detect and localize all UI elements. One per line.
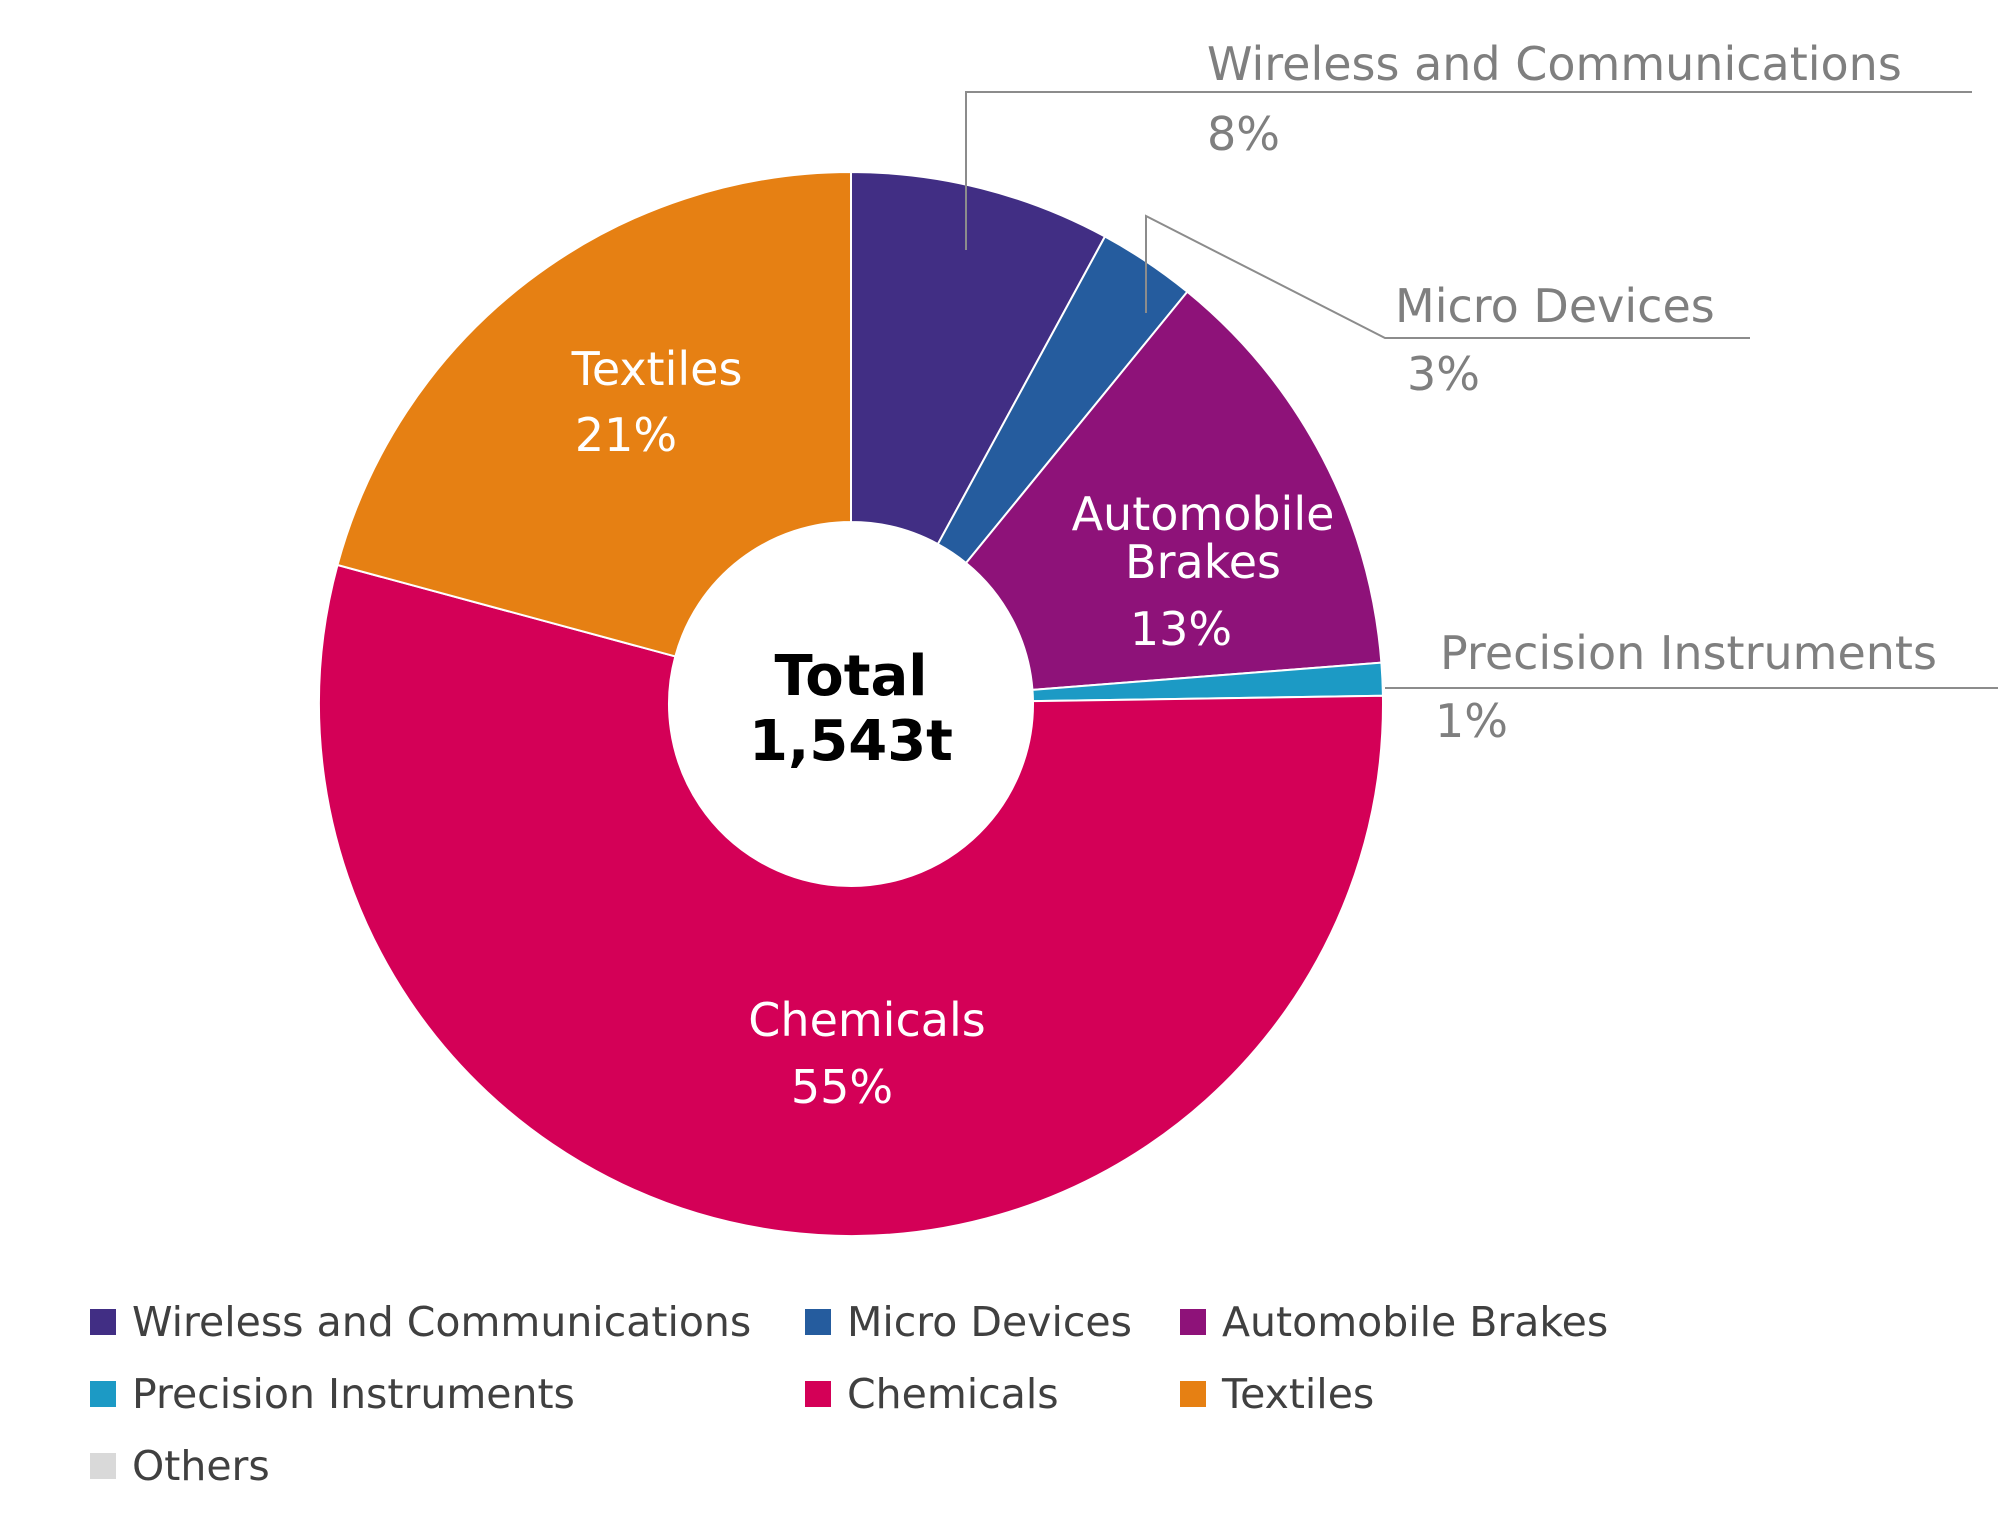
legend-swatch-precision-instruments	[90, 1381, 116, 1407]
slice-label-automobile-brakes: Brakes	[1125, 535, 1281, 589]
legend-swatch-automobile-brakes	[1180, 1309, 1206, 1335]
slice-value-precision-instruments: 1%	[1435, 694, 1508, 748]
legend-swatch-chemicals	[805, 1381, 831, 1407]
legend-item-others: Others	[90, 1442, 270, 1490]
slice-value-wireless-and-communications: 8%	[1207, 107, 1280, 161]
legend: Wireless and Communications Micro Devices…	[90, 1298, 1608, 1490]
legend-item-micro-devices: Micro Devices	[805, 1298, 1132, 1346]
slice-automobile-brakes	[964, 290, 1383, 691]
slice-textiles	[336, 170, 852, 658]
slice-wireless-and-communications	[850, 170, 1107, 546]
legend-label-wireless-and-communications: Wireless and Communications	[132, 1298, 751, 1346]
leader-line-wireless-and-communications	[965, 91, 1972, 250]
center-label-total: 1,543t	[749, 709, 953, 774]
legend-label-precision-instruments: Precision Instruments	[132, 1370, 575, 1418]
legend-label-chemicals: Chemicals	[847, 1370, 1059, 1418]
slice-label-precision-instruments: Precision Instruments	[1440, 626, 1937, 680]
slice-labels: Wireless and Communications 8% Micro Devic…	[571, 37, 1937, 1114]
legend-swatch-textiles	[1180, 1381, 1206, 1407]
slice-chemicals	[318, 563, 1384, 1237]
slice-label-micro-devices: Micro Devices	[1395, 279, 1715, 333]
slice-label-wireless-and-communications: Wireless and Communications	[1207, 37, 1902, 91]
leader-lines	[965, 91, 1998, 689]
slice-label-chemicals: Chemicals	[748, 993, 985, 1047]
legend-label-micro-devices: Micro Devices	[847, 1298, 1132, 1346]
slices	[318, 170, 1384, 1237]
slice-value-textiles: 21%	[575, 408, 677, 462]
legend-swatch-micro-devices	[805, 1309, 831, 1335]
slice-label-automobile-brakes: Automobile	[1072, 487, 1335, 541]
legend-item-precision-instruments: Precision Instruments	[90, 1370, 575, 1418]
legend-label-textiles: Textiles	[1221, 1370, 1374, 1418]
slice-value-chemicals: 55%	[791, 1060, 893, 1114]
legend-item-chemicals: Chemicals	[805, 1370, 1059, 1418]
slice-value-automobile-brakes: 13%	[1130, 602, 1232, 656]
legend-label-automobile-brakes: Automobile Brakes	[1222, 1298, 1608, 1346]
slice-value-micro-devices: 3%	[1407, 347, 1480, 401]
legend-item-automobile-brakes: Automobile Brakes	[1180, 1298, 1608, 1346]
leader-line-micro-devices	[1145, 214, 1750, 339]
legend-item-wireless-and-communications: Wireless and Communications	[90, 1298, 751, 1346]
legend-swatch-others	[90, 1453, 116, 1479]
legend-swatch-wireless-and-communications	[90, 1309, 116, 1335]
legend-label-others: Others	[132, 1442, 270, 1490]
slice-label-textiles: Textiles	[571, 342, 743, 396]
center-label-title: Total	[775, 644, 928, 709]
legend-item-textiles: Textiles	[1180, 1370, 1374, 1418]
